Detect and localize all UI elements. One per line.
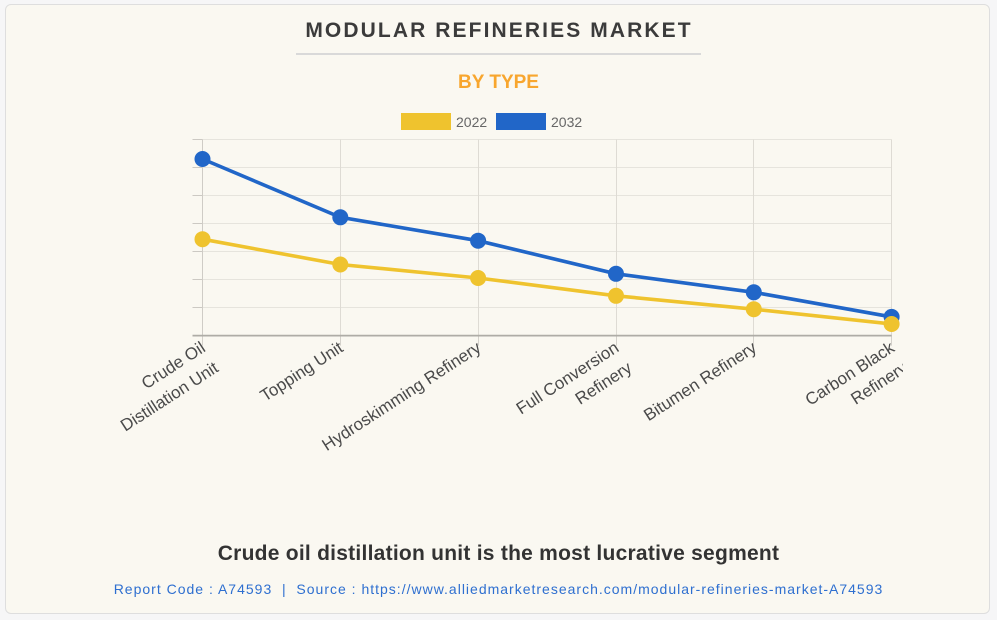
svg-text:Full ConversionRefinery: Full ConversionRefinery bbox=[513, 338, 636, 439]
svg-text:Bitumen Refinery: Bitumen Refinery bbox=[640, 338, 760, 425]
svg-text:Crude OilDistillation Unit: Crude OilDistillation Unit bbox=[104, 338, 222, 435]
svg-text:Carbon BlackRefinery: Carbon BlackRefinery bbox=[802, 338, 903, 430]
svg-text:Topping Unit: Topping Unit bbox=[257, 338, 347, 406]
